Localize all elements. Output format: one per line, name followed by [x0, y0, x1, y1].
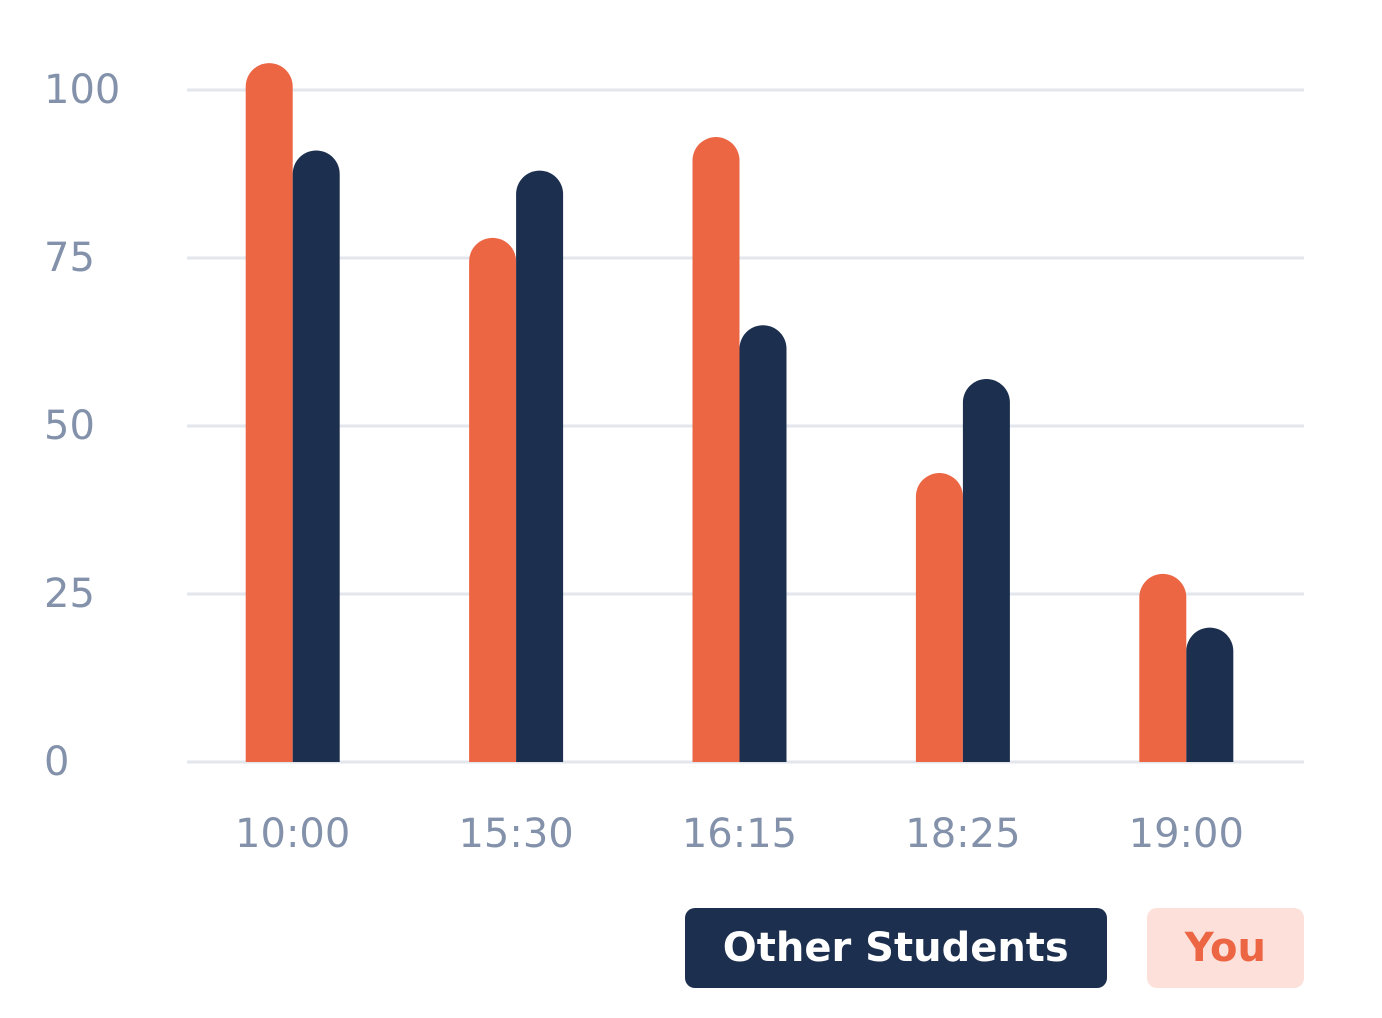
bar-you-1000	[245, 63, 293, 763]
bar-other-students-1000	[292, 150, 340, 763]
y-tick-label: 25	[44, 571, 95, 617]
bar-other-students-1615	[739, 325, 787, 762]
legend-other-students-button[interactable]: Other Students	[684, 908, 1107, 988]
y-tick-label: 0	[44, 739, 69, 785]
bar-you-1900	[1139, 573, 1187, 762]
y-tick-label: 100	[44, 67, 120, 113]
x-tick-label: 15:30	[458, 811, 573, 857]
bar-other-students-1825	[962, 378, 1010, 762]
x-axis-ticks: 10:00 15:30 16:15 18:25 19:00	[235, 811, 1244, 857]
y-tick-label: 75	[44, 235, 95, 281]
legend-you-button[interactable]: You	[1146, 908, 1304, 988]
y-tick-label: 50	[44, 403, 95, 449]
x-tick-label: 19:00	[1129, 811, 1244, 857]
bar-you-1530	[469, 237, 517, 762]
y-axis-ticks: 0 25 50 75 100	[44, 67, 120, 785]
legend: Other Students You	[684, 908, 1304, 988]
bar-chart: 0 25 50 75 100 10:00 15:30 16:15 18:25 19:00	[44, 63, 1304, 857]
x-tick-label: 10:00	[235, 811, 350, 857]
bar-you-1825	[915, 473, 963, 762]
bar-other-students-1900	[1186, 627, 1234, 762]
bar-other-students-1530	[516, 170, 564, 762]
x-tick-label: 16:15	[682, 811, 797, 857]
x-tick-label: 18:25	[905, 811, 1020, 857]
bars	[245, 63, 1234, 763]
bar-you-1615	[692, 137, 740, 763]
